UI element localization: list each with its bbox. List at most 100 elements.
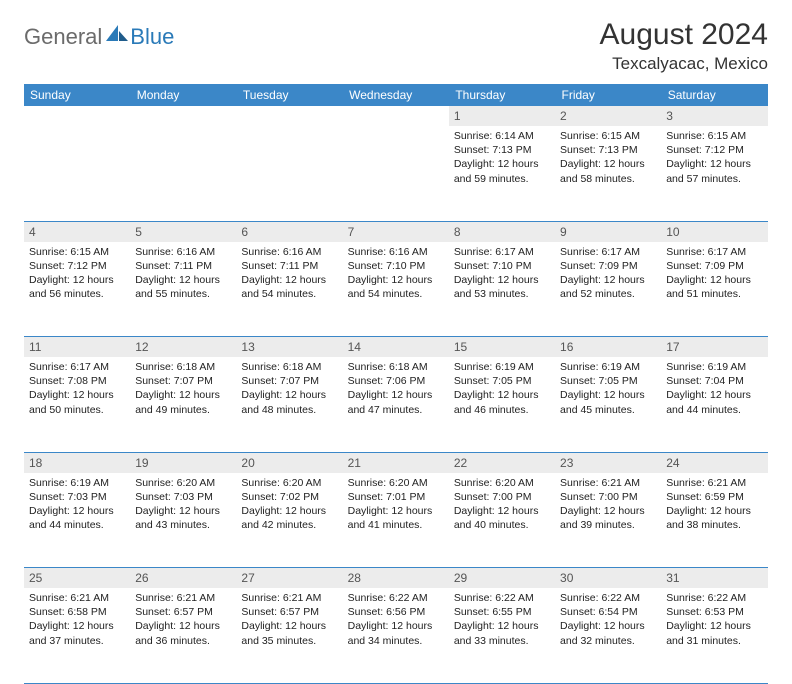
daylight-text: and 31 minutes.: [666, 634, 762, 648]
sunrise-text: Sunrise: 6:17 AM: [29, 360, 125, 374]
daylight-text: Daylight: 12 hours: [454, 619, 550, 633]
sunset-text: Sunset: 7:11 PM: [241, 259, 337, 273]
day-data-cell: Sunrise: 6:17 AMSunset: 7:09 PMDaylight:…: [661, 242, 767, 337]
sunrise-text: Sunrise: 6:17 AM: [454, 245, 550, 259]
daylight-text: Daylight: 12 hours: [348, 504, 444, 518]
day-number-cell: 10: [661, 221, 767, 242]
sunrise-text: Sunrise: 6:14 AM: [454, 129, 550, 143]
day-number-cell: 28: [343, 568, 449, 589]
daylight-text: and 48 minutes.: [241, 403, 337, 417]
daylight-text: Daylight: 12 hours: [135, 504, 231, 518]
sunset-text: Sunset: 7:01 PM: [348, 490, 444, 504]
daylight-text: Daylight: 12 hours: [666, 157, 762, 171]
day-number-cell: 16: [555, 337, 661, 358]
day-data-cell: Sunrise: 6:19 AMSunset: 7:04 PMDaylight:…: [661, 357, 767, 452]
day-number-cell: 31: [661, 568, 767, 589]
daylight-text: Daylight: 12 hours: [29, 273, 125, 287]
daylight-text: and 38 minutes.: [666, 518, 762, 532]
daylight-text: and 39 minutes.: [560, 518, 656, 532]
month-title: August 2024: [600, 18, 768, 52]
title-block: August 2024 Texcalyacac, Mexico: [600, 18, 768, 74]
daylight-text: and 32 minutes.: [560, 634, 656, 648]
sunset-text: Sunset: 7:07 PM: [241, 374, 337, 388]
day-number-cell: 18: [24, 452, 130, 473]
sunset-text: Sunset: 7:04 PM: [666, 374, 762, 388]
sunrise-text: Sunrise: 6:21 AM: [666, 476, 762, 490]
sunrise-text: Sunrise: 6:22 AM: [348, 591, 444, 605]
day-data-cell: Sunrise: 6:17 AMSunset: 7:09 PMDaylight:…: [555, 242, 661, 337]
day-data-row: Sunrise: 6:15 AMSunset: 7:12 PMDaylight:…: [24, 242, 768, 337]
sunrise-text: Sunrise: 6:15 AM: [560, 129, 656, 143]
day-data-row: Sunrise: 6:19 AMSunset: 7:03 PMDaylight:…: [24, 473, 768, 568]
sunset-text: Sunset: 6:58 PM: [29, 605, 125, 619]
daylight-text: and 40 minutes.: [454, 518, 550, 532]
day-data-cell: Sunrise: 6:20 AMSunset: 7:00 PMDaylight:…: [449, 473, 555, 568]
day-data-row: Sunrise: 6:14 AMSunset: 7:13 PM Daylight:…: [24, 126, 768, 221]
page-header: General Blue August 2024 Texcalyacac, Me…: [24, 18, 768, 74]
sunset-text: Sunset: 6:55 PM: [454, 605, 550, 619]
day-data-cell: Sunrise: 6:21 AMSunset: 7:00 PMDaylight:…: [555, 473, 661, 568]
day-data-cell: Sunrise: 6:19 AMSunset: 7:05 PMDaylight:…: [449, 357, 555, 452]
daylight-text: Daylight: 12 hours: [29, 388, 125, 402]
day-data-cell: [343, 126, 449, 221]
sunrise-text: Sunrise: 6:18 AM: [348, 360, 444, 374]
day-number-cell: 24: [661, 452, 767, 473]
daylight-text: and 55 minutes.: [135, 287, 231, 301]
day-number-cell: 11: [24, 337, 130, 358]
day-number-cell: 27: [236, 568, 342, 589]
sunset-text: Sunset: 7:12 PM: [29, 259, 125, 273]
sunset-text: Sunset: 6:59 PM: [666, 490, 762, 504]
location: Texcalyacac, Mexico: [600, 54, 768, 74]
daylight-text: Daylight: 12 hours: [454, 504, 550, 518]
day-data-cell: [130, 126, 236, 221]
sunrise-text: Sunrise: 6:21 AM: [135, 591, 231, 605]
day-number-cell: 22: [449, 452, 555, 473]
weekday-header: Thursday: [449, 84, 555, 106]
day-data-cell: Sunrise: 6:16 AMSunset: 7:11 PMDaylight:…: [130, 242, 236, 337]
weekday-header: Friday: [555, 84, 661, 106]
sunrise-text: Sunrise: 6:15 AM: [29, 245, 125, 259]
daylight-text: and 33 minutes.: [454, 634, 550, 648]
day-number-cell: 1: [449, 106, 555, 126]
sunset-text: Sunset: 7:10 PM: [348, 259, 444, 273]
sunset-text: Sunset: 7:05 PM: [454, 374, 550, 388]
daylight-text: and 54 minutes.: [241, 287, 337, 301]
day-number-cell: 26: [130, 568, 236, 589]
sunrise-text: Sunrise: 6:16 AM: [241, 245, 337, 259]
day-data-cell: [236, 126, 342, 221]
weekday-header: Saturday: [661, 84, 767, 106]
day-data-cell: Sunrise: 6:17 AMSunset: 7:08 PMDaylight:…: [24, 357, 130, 452]
day-number-cell: [130, 106, 236, 126]
daylight-text: and 59 minutes.: [454, 172, 550, 186]
sunrise-text: Sunrise: 6:19 AM: [560, 360, 656, 374]
day-number-cell: 8: [449, 221, 555, 242]
day-data-cell: Sunrise: 6:19 AMSunset: 7:05 PMDaylight:…: [555, 357, 661, 452]
weekday-header: Sunday: [24, 84, 130, 106]
sunrise-text: Sunrise: 6:22 AM: [560, 591, 656, 605]
daylight-text: and 34 minutes.: [348, 634, 444, 648]
sunset-text: Sunset: 7:02 PM: [241, 490, 337, 504]
sunset-text: Sunset: 7:13 PM: [454, 143, 550, 157]
sunset-text: Sunset: 7:09 PM: [666, 259, 762, 273]
logo: General Blue: [24, 24, 174, 50]
sunrise-text: Sunrise: 6:20 AM: [241, 476, 337, 490]
day-number-cell: 13: [236, 337, 342, 358]
sunset-text: Sunset: 7:07 PM: [135, 374, 231, 388]
day-number-cell: 14: [343, 337, 449, 358]
day-data-cell: Sunrise: 6:22 AMSunset: 6:54 PMDaylight:…: [555, 588, 661, 683]
daylight-text: and 52 minutes.: [560, 287, 656, 301]
day-number-row: 18192021222324: [24, 452, 768, 473]
sunset-text: Sunset: 7:03 PM: [29, 490, 125, 504]
day-data-cell: Sunrise: 6:16 AMSunset: 7:10 PMDaylight:…: [343, 242, 449, 337]
day-data-cell: Sunrise: 6:15 AMSunset: 7:12 PMDaylight:…: [661, 126, 767, 221]
sunrise-text: Sunrise: 6:16 AM: [135, 245, 231, 259]
day-number-cell: [236, 106, 342, 126]
daylight-text: and 43 minutes.: [135, 518, 231, 532]
daylight-text: Daylight: 12 hours: [666, 388, 762, 402]
daylight-text: Daylight: 12 hours: [241, 273, 337, 287]
day-number-cell: 2: [555, 106, 661, 126]
day-data-cell: Sunrise: 6:21 AMSunset: 6:57 PMDaylight:…: [130, 588, 236, 683]
day-number-cell: 4: [24, 221, 130, 242]
sunrise-text: Sunrise: 6:20 AM: [454, 476, 550, 490]
daylight-text: and 46 minutes.: [454, 403, 550, 417]
